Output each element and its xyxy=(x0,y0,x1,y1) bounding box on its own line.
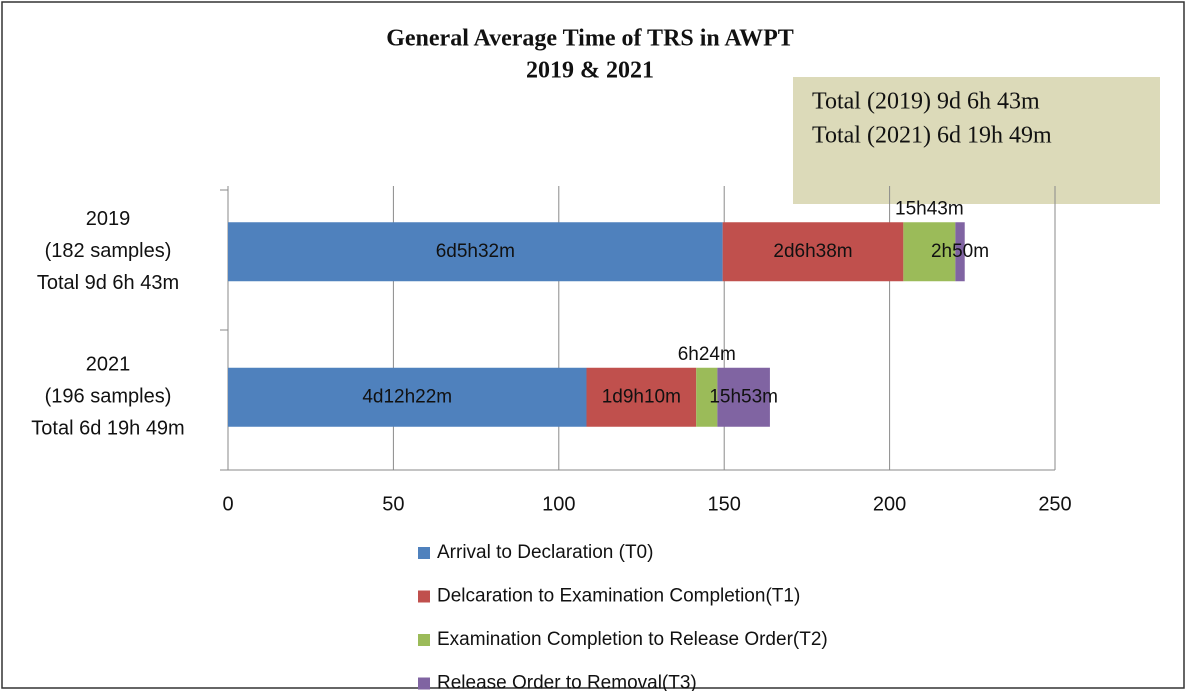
legend-label: Release Order to Removal(T3) xyxy=(437,673,697,691)
bar-segment xyxy=(696,367,718,427)
data-label: 15h53m xyxy=(709,386,778,407)
data-label: 6d5h32m xyxy=(436,241,515,262)
bar-segment xyxy=(717,367,770,427)
data-label: 1d9h10m xyxy=(602,386,681,407)
legend-swatch xyxy=(418,677,430,690)
annotation: Total (2019) 9d 6h 43m xyxy=(812,89,1040,115)
x-tick-label: 100 xyxy=(542,493,575,515)
y-tick-label: (182 samples) xyxy=(45,240,172,262)
legend-swatch xyxy=(418,590,430,603)
y-tick-label: Total 6d 19h 49m xyxy=(31,418,184,440)
annotation-box xyxy=(793,77,1160,204)
annotation: Total (2021) 6d 19h 49m xyxy=(812,123,1052,149)
x-tick-label: 150 xyxy=(708,493,741,515)
data-label: 6h24m xyxy=(678,344,736,365)
legend-swatch xyxy=(418,634,430,646)
y-tick-label: 2019 xyxy=(86,208,131,230)
bar-segment xyxy=(228,222,723,282)
legend-label: Arrival to Declaration (T0) xyxy=(437,542,653,563)
y-tick-label: 2021 xyxy=(86,354,131,376)
x-tick-label: 0 xyxy=(222,493,233,515)
chart-title: 2019 & 2021 xyxy=(526,58,654,84)
bar-segment xyxy=(586,367,697,427)
y-tick-label: Total 9d 6h 43m xyxy=(37,272,179,294)
chart-title: General Average Time of TRS in AWPT xyxy=(386,26,794,52)
bar-segment xyxy=(228,367,587,427)
data-label: 2d6h38m xyxy=(773,241,852,262)
data-label: 15h43m xyxy=(895,198,964,219)
bar-segment xyxy=(722,222,904,282)
x-tick-label: 200 xyxy=(873,493,906,515)
legend-swatch xyxy=(418,547,430,559)
bar-segment xyxy=(903,222,956,282)
legend-label: Examination Completion to Release Order(… xyxy=(437,629,828,650)
bar-segment xyxy=(955,222,965,282)
legend-label: Delcaration to Examination Completion(T1… xyxy=(437,586,800,607)
x-tick-label: 50 xyxy=(382,493,404,515)
x-tick-label: 250 xyxy=(1038,493,1071,515)
y-tick-label: (196 samples) xyxy=(45,386,172,408)
data-label: 2h50m xyxy=(931,241,989,262)
data-label: 4d12h22m xyxy=(362,386,452,407)
